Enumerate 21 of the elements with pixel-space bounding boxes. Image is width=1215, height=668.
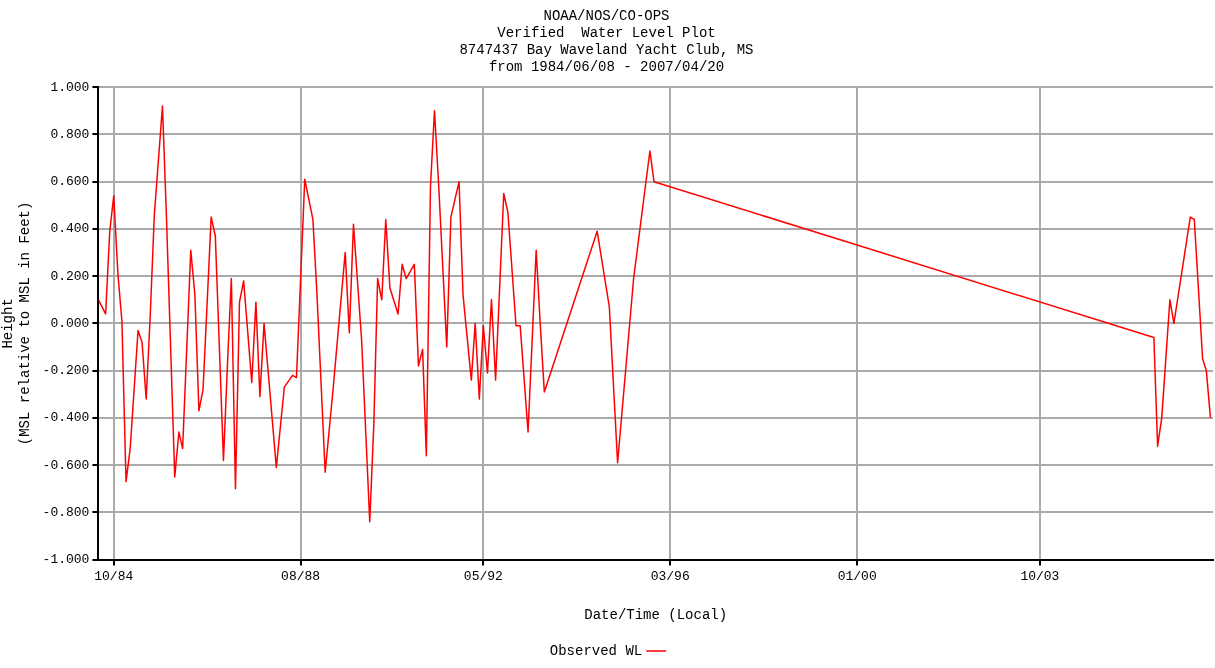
y-axis-title: Height (MSL relative to MSL in Feet)	[0, 201, 33, 446]
y-tick-label: -1.000	[42, 552, 90, 568]
y-tick-label: 0.800	[50, 126, 90, 142]
x-tick-label: 03/96	[650, 568, 690, 584]
x-tick-label: 05/92	[463, 568, 503, 584]
x-tick-label: 08/88	[281, 568, 321, 584]
chart-subtitle: from 1984/06/08 - 2007/04/20	[488, 58, 725, 75]
y-tick-label: 0.200	[50, 268, 90, 284]
x-axis-title: Date/Time (Local)	[584, 607, 728, 624]
y-tick-label: -0.400	[42, 410, 90, 426]
x-tick-label: 10/84	[94, 568, 134, 584]
x-tick-label: 01/00	[837, 568, 877, 584]
y-tick-label: -0.600	[42, 457, 90, 473]
y-tick-label: 0.000	[50, 315, 90, 331]
x-tick-label: 10/03	[1020, 568, 1060, 584]
y-tick-label: 1.000	[50, 79, 90, 95]
legend-label: Observed WL	[549, 642, 643, 659]
y-tick-label: -0.200	[42, 363, 90, 379]
y-tick-label: 0.600	[50, 174, 90, 190]
y-tick-label: 0.400	[50, 221, 90, 237]
y-tick-label: -0.800	[42, 504, 90, 520]
